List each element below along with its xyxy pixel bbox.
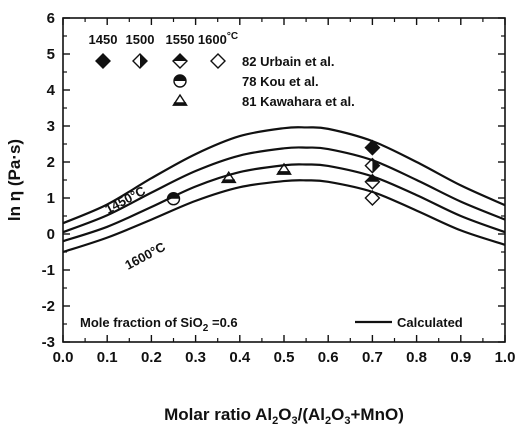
data-point [276, 162, 292, 175]
legend-label: 82 Urbain et al. [242, 54, 334, 69]
y-tick-label: 2 [47, 154, 55, 171]
x-tick-label: 0.0 [53, 349, 74, 366]
y-tick-label: 6 [47, 10, 55, 27]
y-axis-title-text: ln η (Pa·s) [5, 139, 24, 221]
legend-temperature: 1550 [166, 32, 195, 47]
marker-outline [172, 53, 188, 69]
data-markers [166, 139, 381, 206]
calculated-curve-1600 [62, 179, 506, 254]
marker-fill [372, 158, 380, 173]
y-tick-label: 1 [47, 190, 55, 207]
marker-fill [222, 179, 236, 183]
legend-temperature: 1500 [126, 32, 155, 47]
y-tick-label: -2 [42, 298, 55, 315]
calculated-curve-1450 [62, 126, 506, 225]
marker-fill [277, 171, 291, 175]
annotation-mole-fraction: Mole fraction of SiO2 =0.6 [80, 315, 238, 334]
marker-outline [220, 170, 237, 184]
calculated-curve-1550 [62, 163, 506, 243]
legend-temperature: 1450 [89, 32, 118, 47]
legend-label: 78 Kou et al. [242, 74, 319, 89]
y-tick-label: 3 [47, 118, 55, 135]
legend-calculated-label: Calculated [397, 315, 463, 330]
x-tick-label: 0.3 [185, 349, 206, 366]
marker-outline [95, 53, 111, 69]
axes: 0.0 0.1 0.2 0.3 0.4 0.5 0.6 0.7 0.8 0.9 1.0 -3 -2 -1 0… [5, 10, 515, 427]
y-axis-title: ln η (Pa·s) [5, 139, 24, 221]
x-tick-label: 0.1 [97, 349, 118, 366]
legend-marker [132, 53, 148, 69]
data-point [166, 192, 181, 206]
legend-temperature: 1600°C [198, 31, 238, 47]
x-tick-label: 0.9 [450, 349, 471, 366]
legend-marker [172, 93, 188, 106]
y-tick-label: 0 [47, 226, 55, 243]
marker-fill [365, 174, 380, 182]
x-tick-label: 0.8 [406, 349, 427, 366]
marker-outline [276, 162, 292, 175]
calculated-curve-1500 [62, 146, 506, 234]
marker-outline [364, 173, 381, 190]
marker-fill [173, 54, 187, 61]
x-tick-label: 0.4 [229, 349, 251, 366]
data-point [220, 170, 237, 184]
y-tick-label: -1 [42, 262, 55, 279]
marker-fill [173, 102, 187, 106]
y-tick-label: 4 [47, 82, 56, 99]
marker-outline [173, 74, 187, 88]
marker-outline [172, 93, 188, 106]
marker-fill [140, 54, 147, 68]
marker-outline [364, 190, 381, 206]
calculated-curves [62, 126, 506, 254]
x-tick-label: 0.5 [274, 349, 295, 366]
curve-label-1600: 1600°C [122, 239, 168, 273]
data-point [364, 139, 381, 156]
x-tick-label: 0.2 [141, 349, 162, 366]
marker-outline [166, 192, 181, 206]
marker-outline [364, 139, 381, 156]
legend-marker [95, 53, 111, 69]
legend-marker [172, 53, 188, 69]
marker-outline [364, 157, 381, 174]
legend-label: 81 Kawahara et al. [242, 94, 355, 109]
marker-outline [132, 53, 148, 69]
marker-outline [210, 53, 226, 69]
x-tick-label: 0.7 [362, 349, 383, 366]
y-tick-label: -3 [42, 334, 55, 351]
legend-marker [210, 53, 226, 69]
data-point [364, 173, 381, 190]
x-tick-label: 0.6 [318, 349, 339, 366]
legend-marker [173, 74, 187, 88]
y-tick-label: 5 [47, 46, 55, 63]
data-point [364, 190, 381, 206]
x-tick-label: 1.0 [495, 349, 516, 366]
x-axis-title: Molar ratio Al2O3/(Al2O3+MnO) [164, 405, 404, 427]
data-point [364, 157, 381, 174]
